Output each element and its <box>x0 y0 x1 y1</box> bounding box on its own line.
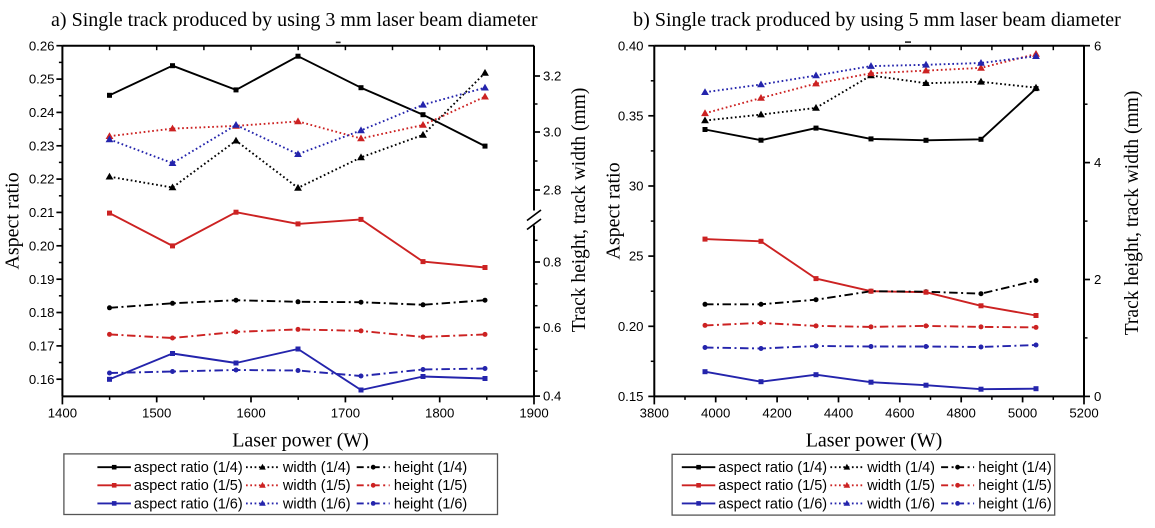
svg-text:6: 6 <box>1094 38 1101 53</box>
svg-text:0.15: 0.15 <box>618 389 644 404</box>
svg-text:width (1/4): width (1/4) <box>282 460 351 476</box>
svg-text:1800: 1800 <box>425 406 454 421</box>
svg-text:0.18: 0.18 <box>29 305 55 320</box>
svg-text:height (1/6): height (1/6) <box>978 496 1051 512</box>
svg-text:4000: 4000 <box>701 406 730 421</box>
svg-text:4400: 4400 <box>824 406 853 421</box>
svg-text:1900: 1900 <box>519 406 548 421</box>
svg-text:0.6: 0.6 <box>543 320 561 335</box>
svg-text:0.26: 0.26 <box>29 38 55 53</box>
svg-text:0.17: 0.17 <box>29 339 55 354</box>
svg-text:1600: 1600 <box>236 406 265 421</box>
svg-text:1500: 1500 <box>142 406 171 421</box>
svg-text:0.4: 0.4 <box>543 389 561 404</box>
svg-text:height (1/5): height (1/5) <box>978 478 1051 494</box>
svg-text:width (1/6): width (1/6) <box>282 496 351 512</box>
svg-text:Aspect ratio: Aspect ratio <box>2 172 24 269</box>
svg-text:4200: 4200 <box>762 406 791 421</box>
svg-text:5200: 5200 <box>1069 406 1098 421</box>
svg-text:0.20: 0.20 <box>29 238 55 253</box>
svg-text:25: 25 <box>629 249 644 264</box>
svg-text:height (1/5): height (1/5) <box>394 478 467 494</box>
svg-text:3800: 3800 <box>640 406 669 421</box>
svg-text:0.16: 0.16 <box>29 372 55 387</box>
svg-text:0.24: 0.24 <box>29 105 55 120</box>
svg-text:0.20: 0.20 <box>618 319 644 334</box>
svg-text:3.2: 3.2 <box>543 69 561 84</box>
svg-text:a) Single track produced by us: a) Single track produced by using 3 mm l… <box>51 9 538 31</box>
svg-text:aspect ratio (1/5): aspect ratio (1/5) <box>134 478 243 494</box>
svg-text:0.21: 0.21 <box>29 205 55 220</box>
svg-text:aspect ratio (1/6): aspect ratio (1/6) <box>134 496 243 512</box>
svg-text:0: 0 <box>1094 389 1101 404</box>
svg-text:Track height, track width (mm): Track height, track width (mm) <box>569 88 590 333</box>
svg-text:0.25: 0.25 <box>29 72 55 87</box>
svg-text:0.22: 0.22 <box>29 172 55 187</box>
svg-text:aspect ratio (1/5): aspect ratio (1/5) <box>718 478 827 494</box>
svg-text:1400: 1400 <box>48 406 77 421</box>
svg-text:30: 30 <box>629 179 644 194</box>
svg-text:2: 2 <box>1094 272 1101 287</box>
svg-text:Aspect ratio: Aspect ratio <box>603 162 625 259</box>
svg-text:b) Single track produced by us: b) Single track produced by using 5 mm l… <box>633 9 1121 31</box>
svg-text:0.19: 0.19 <box>29 272 55 287</box>
svg-text:width (1/6): width (1/6) <box>866 496 935 512</box>
svg-text:0.35: 0.35 <box>618 108 644 123</box>
svg-text:5000: 5000 <box>1008 406 1037 421</box>
svg-text:width (1/5): width (1/5) <box>866 478 935 494</box>
svg-text:2.8: 2.8 <box>543 183 561 198</box>
svg-text:width (1/5): width (1/5) <box>282 478 351 494</box>
svg-text:1700: 1700 <box>331 406 360 421</box>
svg-text:4800: 4800 <box>947 406 976 421</box>
svg-text:width (1/4): width (1/4) <box>866 460 935 476</box>
svg-text:0.8: 0.8 <box>543 255 561 270</box>
svg-text:Laser power (W): Laser power (W) <box>232 430 369 452</box>
svg-text:4: 4 <box>1094 155 1101 170</box>
svg-text:aspect ratio (1/6): aspect ratio (1/6) <box>718 496 827 512</box>
svg-text:0.23: 0.23 <box>29 138 55 153</box>
svg-text:Track height, track width (mm): Track height, track width (mm) <box>1122 91 1143 336</box>
svg-text:height (1/4): height (1/4) <box>978 460 1051 476</box>
svg-text:0.40: 0.40 <box>618 38 644 53</box>
svg-text:3.0: 3.0 <box>543 125 561 140</box>
svg-text:height (1/4): height (1/4) <box>394 460 467 476</box>
svg-text:4600: 4600 <box>885 406 914 421</box>
svg-text:aspect ratio (1/4): aspect ratio (1/4) <box>134 460 243 476</box>
svg-text:Laser power (W): Laser power (W) <box>806 430 943 452</box>
svg-text:aspect ratio (1/4): aspect ratio (1/4) <box>718 460 827 476</box>
svg-text:height (1/6): height (1/6) <box>394 496 467 512</box>
